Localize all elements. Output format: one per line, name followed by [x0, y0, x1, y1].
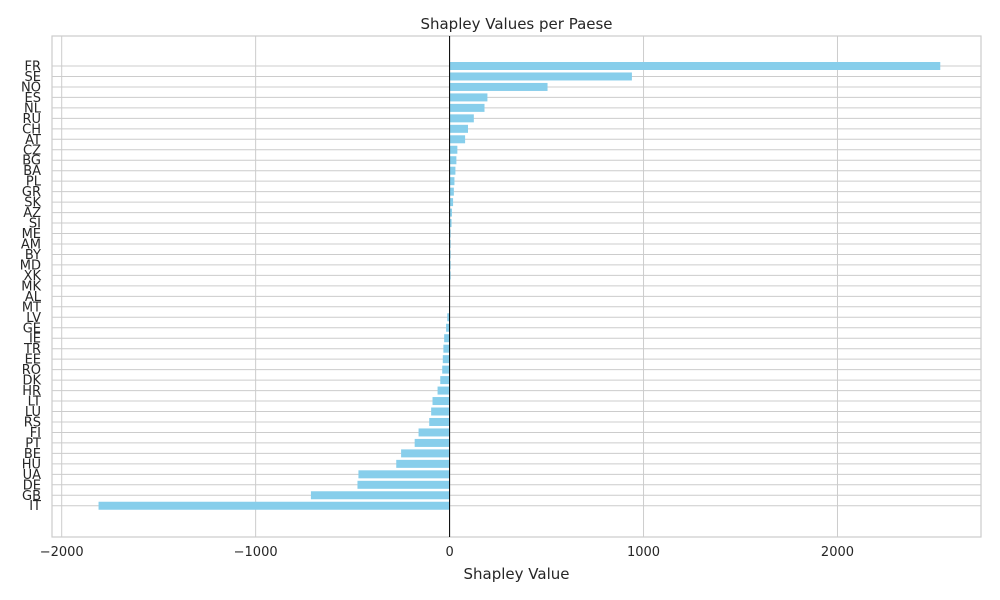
bar-gb: [310, 491, 450, 500]
bar-ge: [446, 323, 450, 332]
category-label-it: IT: [29, 499, 41, 514]
bar-ie: [444, 334, 450, 343]
category-label-am: AM: [21, 237, 41, 252]
plot-background: [51, 35, 982, 538]
category-label-ru: RU: [22, 112, 41, 127]
x-axis-title: Shapley Value: [464, 565, 570, 583]
x-tick-label: 2000: [821, 545, 854, 560]
category-label-lt: LT: [28, 395, 41, 410]
category-label-ie: IE: [29, 332, 41, 347]
category-label-al: AL: [25, 290, 42, 305]
category-label-mk: MK: [21, 279, 41, 294]
bar-fi: [418, 428, 450, 437]
bar-nl: [449, 103, 485, 112]
category-label-at: AT: [25, 133, 41, 148]
category-label-be: BE: [24, 447, 41, 462]
category-label-ba: BA: [23, 164, 41, 179]
category-label-si: SI: [29, 217, 41, 232]
category-label-gb: GB: [22, 489, 41, 504]
bar-ee: [442, 355, 450, 364]
category-label-ee: EE: [25, 353, 41, 368]
bar-fr: [449, 62, 941, 70]
category-label-lu: LU: [25, 405, 41, 420]
category-label-az: AZ: [23, 206, 41, 221]
bar-se: [449, 72, 632, 81]
bars-group: [98, 62, 941, 510]
x-tick-labels: −2000 −1000 0 1000 2000: [40, 545, 854, 560]
category-label-ge: GE: [23, 321, 41, 336]
category-labels: FRSENOESNLRUCHATCZBGBAPLGRSKAZSIMEAMBYMD…: [20, 60, 42, 515]
x-tick-label: −2000: [40, 545, 84, 560]
category-label-lv: LV: [26, 311, 41, 326]
category-label-bg: BG: [22, 154, 41, 169]
bar-gr: [449, 187, 454, 196]
bar-it: [98, 501, 450, 510]
bar-sk: [449, 198, 454, 207]
x-tick-label: −1000: [234, 545, 278, 560]
bar-hu: [396, 459, 450, 468]
bar-ro: [442, 365, 450, 374]
category-label-es: ES: [25, 91, 41, 106]
category-label-md: MD: [20, 258, 41, 273]
bar-ru: [449, 114, 474, 123]
grid-lines: [52, 36, 981, 537]
category-label-mt: MT: [22, 300, 41, 315]
bar-dk: [440, 376, 450, 385]
category-label-no: NO: [21, 80, 41, 95]
category-label-ch: CH: [22, 122, 41, 137]
category-label-xk: XK: [24, 269, 42, 284]
bar-hr: [437, 386, 450, 395]
bar-ba: [449, 166, 456, 175]
category-label-me: ME: [22, 227, 41, 242]
category-label-gr: GR: [22, 185, 41, 200]
category-label-de: DE: [23, 478, 41, 493]
bar-pt: [414, 438, 450, 447]
bar-cz: [449, 145, 458, 154]
bar-rs: [429, 417, 450, 426]
bar-lv: [447, 313, 450, 322]
category-label-fi: FI: [30, 426, 41, 441]
bar-lt: [432, 397, 450, 406]
category-label-ro: RO: [22, 363, 41, 378]
category-label-hu: HU: [22, 457, 41, 472]
category-label-tr: TR: [23, 342, 41, 357]
category-label-pt: PT: [25, 436, 41, 451]
bar-bg: [449, 156, 457, 165]
x-tick-label: 0: [445, 545, 453, 560]
bar-az: [449, 208, 452, 217]
bar-es: [449, 93, 488, 102]
category-label-fr: FR: [24, 60, 41, 75]
bar-lu: [431, 407, 450, 416]
category-label-pl: PL: [26, 175, 42, 190]
bar-ua: [358, 470, 450, 479]
category-label-se: SE: [25, 70, 41, 85]
category-label-nl: NL: [24, 101, 42, 116]
bar-at: [449, 135, 466, 144]
category-label-by: BY: [25, 248, 41, 263]
category-label-dk: DK: [22, 374, 41, 389]
bar-pl: [449, 177, 455, 186]
bar-si: [449, 219, 452, 228]
bar-de: [357, 480, 450, 489]
x-tick-label: 1000: [627, 545, 660, 560]
bar-no: [449, 82, 548, 91]
bar-ch: [449, 124, 469, 133]
category-label-sk: SK: [24, 196, 41, 211]
category-label-rs: RS: [24, 415, 41, 430]
bar-be: [401, 449, 450, 458]
category-label-cz: CZ: [23, 143, 41, 158]
category-label-hr: HR: [22, 384, 41, 399]
chart-title: Shapley Values per Paese: [420, 15, 612, 33]
bar-tr: [443, 344, 450, 353]
category-label-ua: UA: [23, 468, 42, 483]
